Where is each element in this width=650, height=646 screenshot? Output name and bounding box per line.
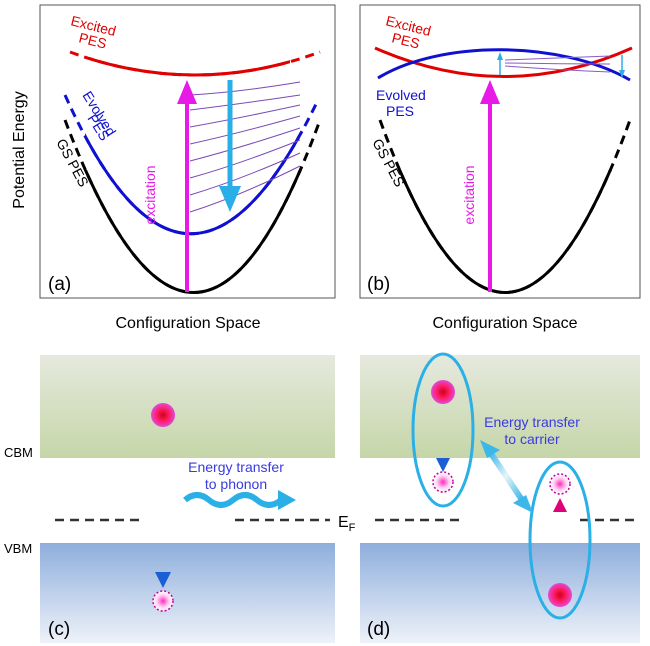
valence-band [360, 543, 640, 643]
transfer-label: to phonon [205, 476, 267, 492]
band-label: CBM [4, 445, 33, 460]
fermi-sub: F [349, 522, 356, 534]
panel-label: (c) [48, 619, 70, 640]
panel-d: EF Energy transfer to carrier (d) [338, 354, 640, 643]
pes-label: GS PES [369, 136, 408, 190]
hole [433, 472, 453, 492]
panel-label: (d) [367, 619, 390, 640]
conduction-band [40, 355, 335, 458]
valence-band [40, 543, 335, 643]
panel-b: excitation Excited PES Evolved PES GS PE… [360, 5, 640, 332]
transfer-label: Energy transfer [188, 459, 284, 475]
y-axis-label: Potential Energy [11, 91, 28, 208]
x-axis-label: Configuration Space [116, 315, 261, 332]
hole [153, 591, 173, 611]
arrowhead [436, 458, 450, 472]
arrowhead [177, 80, 197, 104]
arrowhead [497, 52, 503, 60]
arrowhead [219, 186, 241, 212]
electron [548, 583, 572, 607]
gs-pes [65, 120, 320, 293]
arrowhead [278, 490, 296, 510]
hole [550, 474, 570, 494]
phonon-wave [185, 495, 281, 505]
x-axis-label: Configuration Space [433, 315, 578, 332]
pes-label: GS PES [53, 136, 92, 190]
arrowhead [480, 80, 500, 104]
arrow-label: excitation [142, 165, 158, 224]
pes-label: PES [386, 103, 414, 119]
arrowhead [553, 498, 567, 512]
relaxation-lines [190, 82, 300, 212]
pes-label: Evolved [376, 87, 426, 103]
electron [431, 380, 455, 404]
transfer-label: Energy transfer [484, 414, 580, 430]
gs-pes [380, 120, 630, 293]
fermi-label: EF [338, 514, 356, 534]
transfer-label: to carrier [504, 431, 560, 447]
fermi-main: E [338, 514, 349, 531]
arrowhead [513, 495, 533, 513]
panel-a: excitation Excited PES Evolved PES GS PE… [11, 5, 335, 332]
band-label: VBM [4, 541, 32, 556]
panel-label: (b) [367, 274, 390, 295]
electron [151, 403, 175, 427]
panel-c: Energy transfer to phonon CBM VBM (c) [4, 355, 335, 643]
figure: excitation Excited PES Evolved PES GS PE… [0, 0, 650, 646]
arrow-label: excitation [461, 165, 477, 224]
excited-pes [70, 52, 320, 75]
relaxation-lines [505, 56, 610, 72]
transfer-arrow [490, 452, 522, 500]
conduction-band [360, 355, 640, 458]
panel-label: (a) [48, 274, 71, 295]
